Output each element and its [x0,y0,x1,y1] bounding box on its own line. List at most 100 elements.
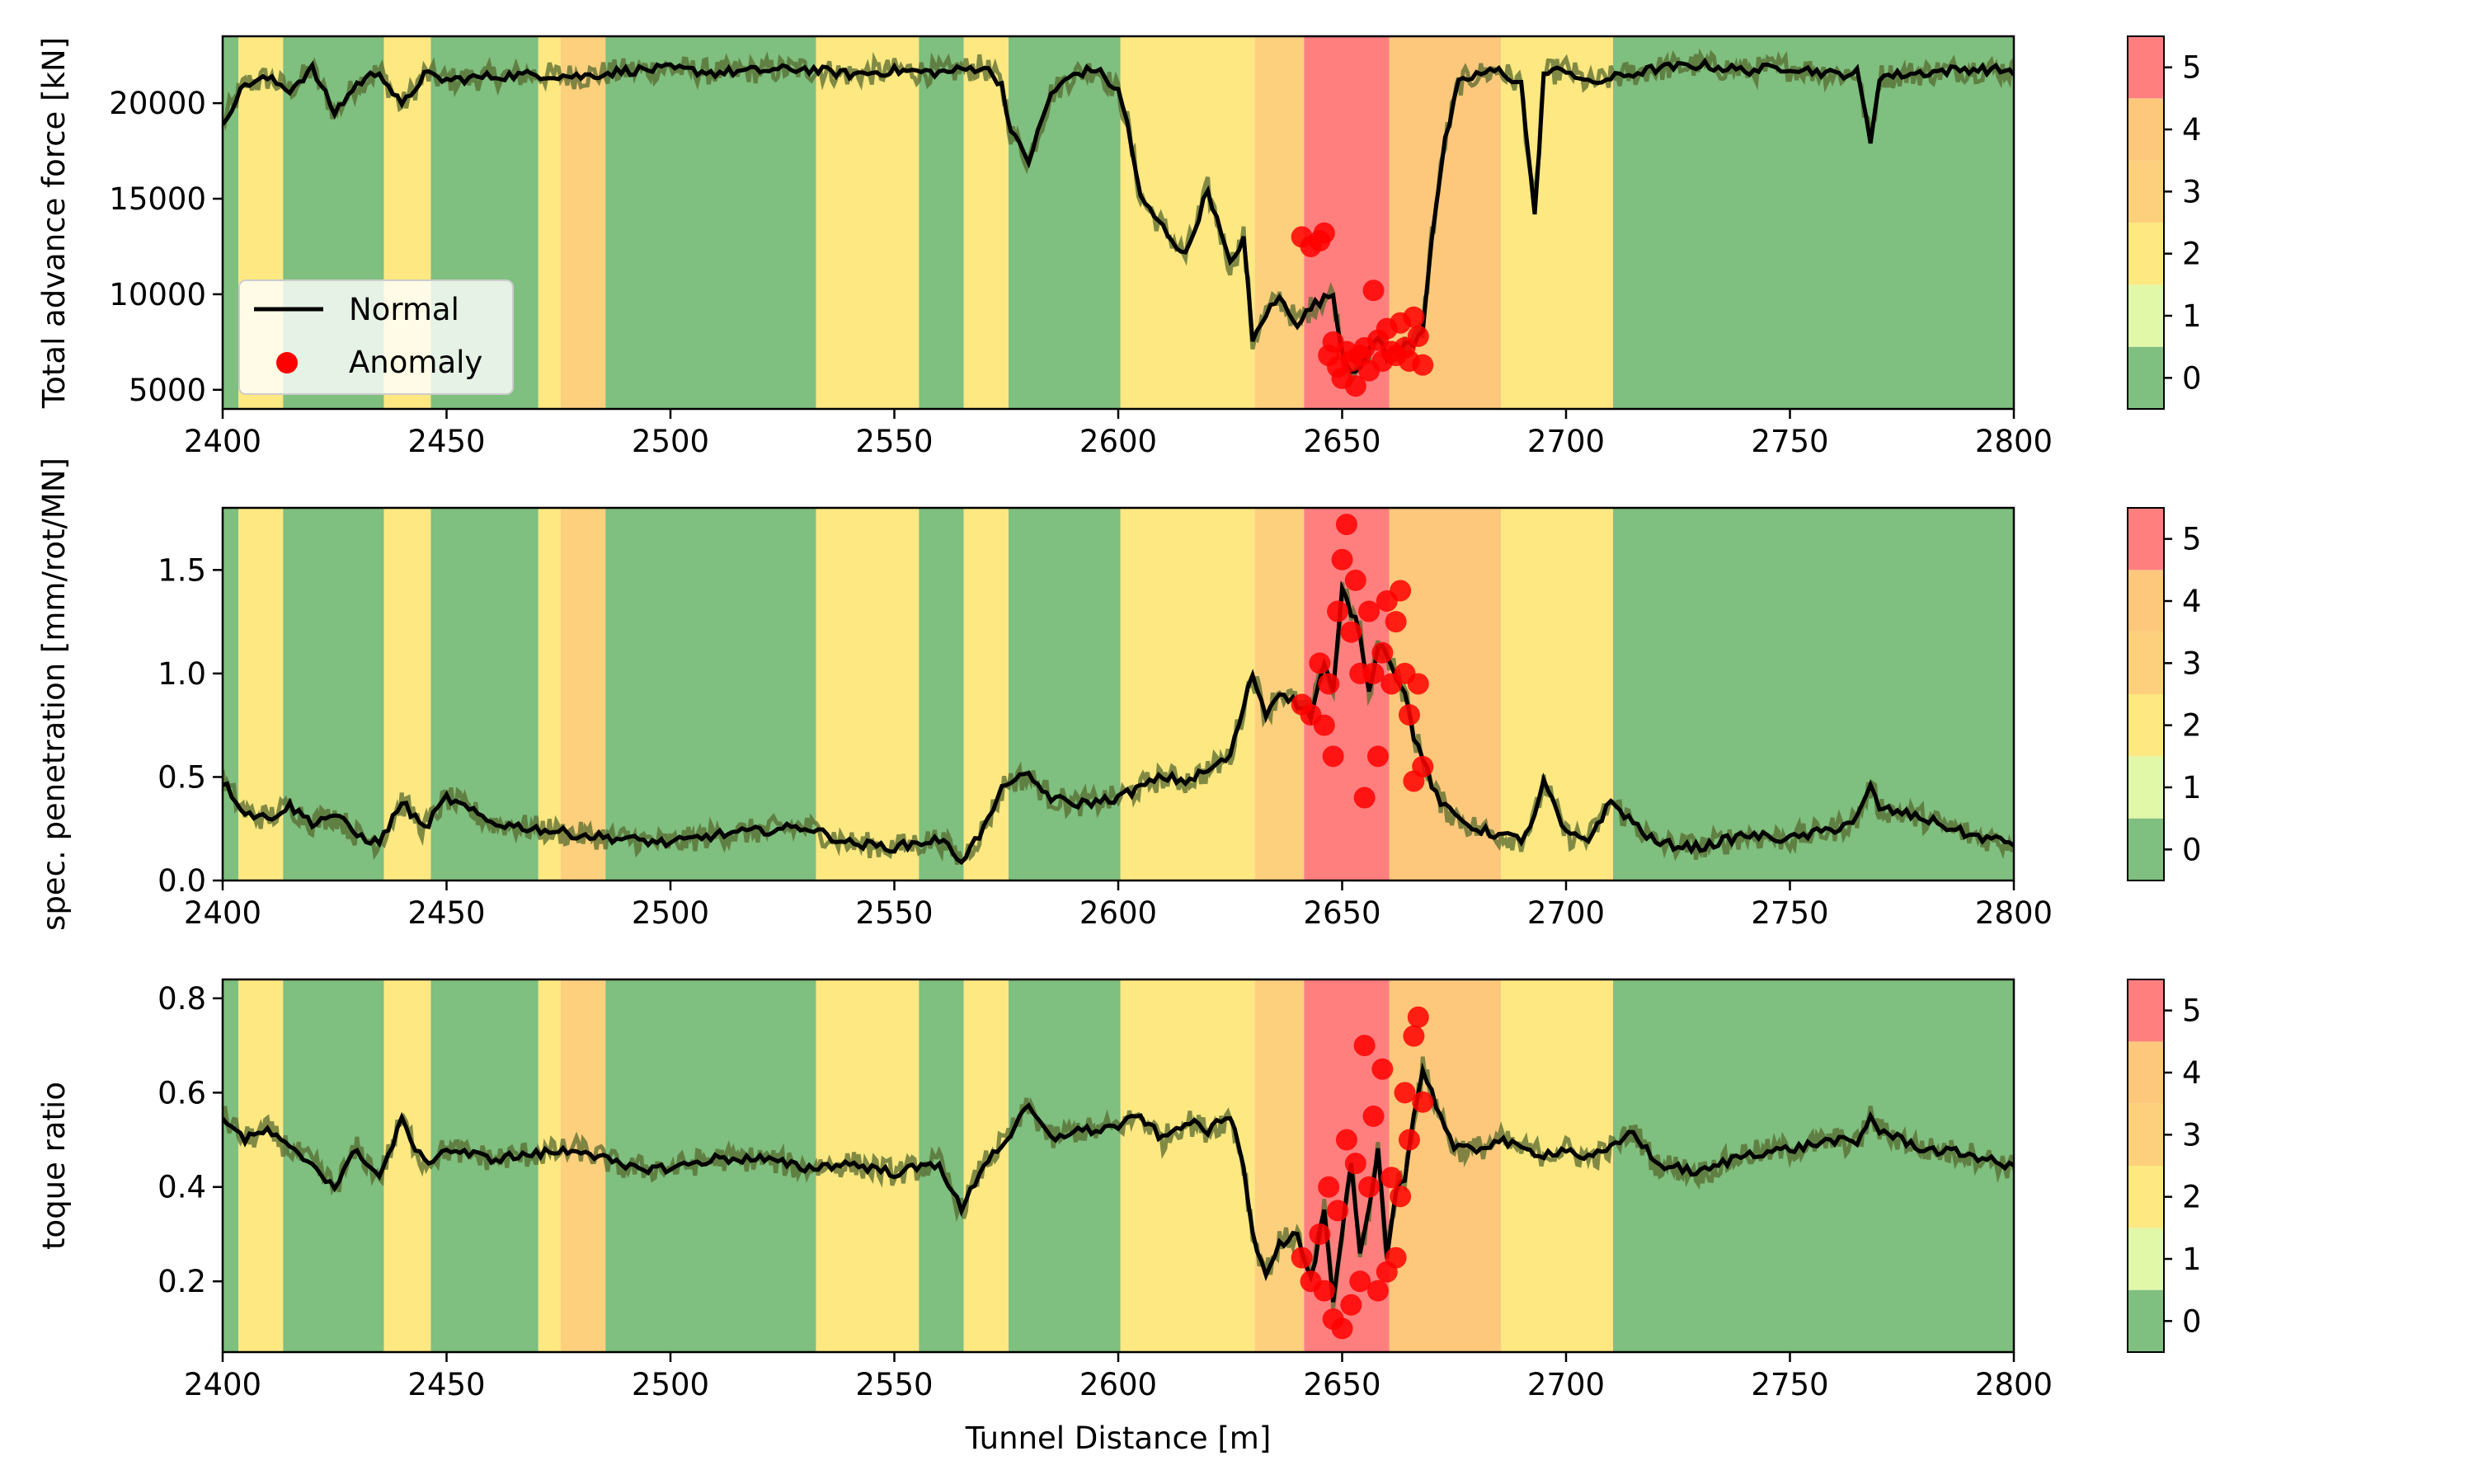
colorbar-tick-label: 0 [2182,832,2202,867]
x-tick-label: 2550 [855,895,933,931]
anomaly-point [1412,1091,1434,1113]
x-tick-label: 2400 [184,424,261,459]
y-tick-label: 20000 [109,86,206,121]
x-tick-label: 2450 [407,424,485,459]
x-tick-label: 2500 [632,424,709,459]
anomaly-point [1385,1247,1407,1269]
anomaly-point [1403,1025,1425,1047]
x-tick-label: 2450 [407,1367,485,1402]
y-tick-label: 0.4 [158,1170,206,1205]
x-tick-label: 2600 [1079,1367,1157,1402]
class-band [1120,979,1255,1352]
colorbar: 0 1 2 3 4 5 [2127,507,2202,881]
normal-series-line [223,580,2014,866]
colorbar-segment [2128,98,2164,161]
class-band [963,36,1009,409]
class-band [538,508,561,881]
anomaly-point [1309,1223,1331,1245]
anomaly-point [1412,354,1434,376]
anomaly-point [1318,673,1340,695]
colorbar-segment [2128,1041,2164,1104]
anomaly-point [1398,1129,1420,1151]
colorbar-segment [2128,284,2164,347]
x-tick-label: 2400 [184,895,261,931]
anomaly-point [1291,1247,1313,1269]
colorbar-segment [2128,223,2164,285]
y-axis-label: Total advance force [kN] [36,37,72,409]
colorbar-frame [2127,35,2165,410]
colorbar-segment [2128,570,2164,632]
x-tick-label: 2500 [632,1367,709,1402]
colorbar: 0 1 2 3 4 5 [2127,35,2202,410]
class-band [919,508,964,881]
anomaly-point [1407,673,1429,695]
x-tick-label: 2700 [1527,424,1605,459]
legend: Normal Anomaly [238,279,514,395]
plot-area [223,48,2014,397]
class-band [816,508,920,881]
y-tick-label: 0.8 [158,981,206,1017]
class-band [560,508,606,881]
class-band [816,36,920,409]
anomaly-point [1335,514,1357,536]
class-band [1501,36,1614,409]
anomaly-point [1313,714,1335,736]
class-band [538,979,561,1352]
class-band [223,36,239,409]
colorbar-tick-label: 1 [2182,298,2202,334]
anomaly-point [1353,787,1376,809]
colorbar-tick-label: 4 [2182,584,2202,619]
normal-series-line [223,57,2014,374]
x-tick-label: 2800 [1975,424,2053,459]
anomaly-point [1380,1167,1403,1189]
x-tick-label: 2750 [1751,895,1828,931]
class-band [605,36,816,409]
class-band [1120,508,1255,881]
colorbar-segment [2128,1228,2164,1290]
colorbar-tick-label: 0 [2182,360,2202,396]
colorbar-frame [2127,979,2165,1353]
colorbar-segment [2128,979,2164,1042]
colorbar-tick-label: 4 [2182,112,2202,148]
class-band [1008,508,1121,881]
y-tick-label: 0.0 [158,863,206,899]
anomaly-point [1412,755,1434,777]
anomaly-point [1398,704,1420,726]
anomaly-point [1362,279,1385,302]
anomaly-point [1407,1006,1429,1028]
anomaly-point [1340,1294,1362,1316]
colorbar-tick-label: 4 [2182,1055,2202,1091]
colorbar-segment [2128,1166,2164,1228]
y-tick-label: 1.0 [158,656,206,692]
colorbar-segment [2128,508,2164,571]
class-band [1254,36,1305,409]
anomaly-point [1362,662,1385,684]
colorbar-tick-label: 1 [2182,1242,2202,1277]
anomaly-point [1313,1280,1335,1302]
legend-normal-label: Normal [349,292,459,327]
class-band [223,508,239,881]
raw-trace [223,48,2014,387]
anomaly-point [1394,1082,1416,1104]
colorbar-segment [2128,1103,2164,1166]
anomaly-point [1407,325,1429,347]
colorbar-segment [2128,818,2164,881]
anomaly-point [1349,1270,1371,1293]
x-tick-label: 2800 [1975,895,2053,931]
x-tick-label: 2550 [855,424,933,459]
panel-1: 2400 2450 2500 2550 2600 2650 2700 2750 28005000… [36,35,2202,459]
class-band [223,979,239,1352]
anomaly-point [1385,611,1407,633]
anomaly-point [1335,1129,1357,1151]
y-tick-label: 0.6 [158,1075,206,1111]
normal-series-line [223,1062,2014,1303]
anomaly-point [1331,548,1353,571]
anomaly-point [1358,600,1380,622]
x-tick-label: 2500 [632,895,709,931]
y-tick-label: 1.5 [158,552,206,588]
anomaly-point [1309,652,1331,674]
class-band [238,979,284,1352]
colorbar-tick-label: 0 [2182,1303,2202,1339]
anomaly-point [1403,306,1425,328]
